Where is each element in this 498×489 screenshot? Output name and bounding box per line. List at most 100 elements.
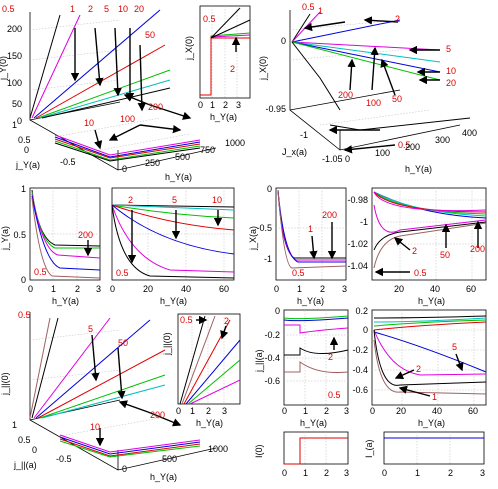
row3-p2-label: 2 <box>416 364 421 374</box>
panel-a-label: 200 <box>148 102 163 112</box>
panelc-inset-label: 2 <box>224 316 229 326</box>
inset-ylabel: j_X(0) <box>184 36 194 61</box>
row2-p1-xlabel: h_Y(a) <box>52 296 79 306</box>
inset-xlabel: h_Y(a) <box>210 112 237 122</box>
panel-b-xlabel: J_x(a) <box>282 147 307 157</box>
row2-p4-xtick: 20 <box>394 284 404 294</box>
panelc-inset-ylabel: j_||(0) <box>162 332 172 356</box>
panel-a-ztick: 50 <box>12 99 22 109</box>
bottom-p1-xtick: 0 <box>282 468 287 478</box>
row2-p1-xtick: 3 <box>96 284 101 294</box>
row3-p1-label: 2 <box>328 352 333 362</box>
row3-p2-ytick: -0.6 <box>352 385 368 395</box>
row2-p4-ytick: -1 <box>360 217 368 227</box>
panel-a-ylabel: h_Y(a) <box>165 172 192 182</box>
panelc-inset-xtick: 3 <box>222 406 227 416</box>
row2-p3-ylabel: j_X(a) <box>248 226 258 251</box>
row2-p4-xlabel: h_Y(a) <box>418 296 445 306</box>
panelc-inset-xlabel: h_Y(a) <box>196 418 223 428</box>
row3-p2-xtick: 40 <box>432 406 442 416</box>
row3-p2-ytick: 0.2 <box>355 306 368 316</box>
panel-a-3d: 200 150 100 50 0 j_Y(0) 0.5 1 2 5 10 20 … <box>0 4 245 182</box>
row3-p1-xtick: 2 <box>324 406 329 416</box>
row2-panel-1: 200 0.5 1 0.5 0 j_Y(a) 0 1 2 3 h_Y(a) <box>0 184 101 306</box>
panel-c-ytick: 500 <box>162 454 177 464</box>
row3-p1-xtick: 3 <box>344 406 349 416</box>
panel-a-label: 20 <box>134 4 144 14</box>
panel-b-ytick: 300 <box>435 135 450 145</box>
panel-b-ylabel: h_Y(a) <box>405 164 432 174</box>
panel-c-xtick: 0.5 <box>18 435 31 445</box>
panel-b-zlabel: j_X(0) <box>258 56 268 81</box>
row2-p4-label: 0.5 <box>414 268 427 278</box>
panel-b-label: 50 <box>392 94 402 104</box>
row2-p3-xtick: 0 <box>274 284 279 294</box>
panel-c-inset: 0.5 2 j_||(0) 0 1 2 3 h_Y(a) <box>162 313 241 428</box>
panel-a-label: 5 <box>104 4 109 14</box>
row2-p4-ytick: -1.04 <box>347 261 368 271</box>
row3-p1-ytick: -0.6 <box>264 376 280 386</box>
panel-a-ytick: 750 <box>200 145 215 155</box>
row3-p2-xtick: 60 <box>468 406 478 416</box>
panel-a-ztick: 200 <box>7 24 22 34</box>
row3-p2-ytick: -0.4 <box>352 365 368 375</box>
row3-p1-label: 0.5 <box>328 390 341 400</box>
row2-p4-label: 2 <box>412 246 417 256</box>
panel-b-label: 20 <box>446 78 456 88</box>
row2-p2-label: 5 <box>172 195 177 205</box>
row2-p3-xtick: 1 <box>297 284 302 294</box>
inset-xtick: 1 <box>210 100 215 110</box>
row2-p3-label: 0.5 <box>292 268 305 278</box>
row2-panel-4: 2 50 200 0.5 -0.98 -1 -1.02 -1.04 20 40 … <box>347 187 487 306</box>
row3-p2-xtick: 0 <box>370 406 375 416</box>
panel-a-label: 10 <box>118 4 128 14</box>
row3-p2-xtick: 20 <box>396 406 406 416</box>
panel-b-label: 100 <box>366 98 381 108</box>
panel-c-xtick: 1 <box>12 420 17 430</box>
bottom-p1-xtick: 3 <box>344 468 349 478</box>
row2-p2-label: 10 <box>212 195 222 205</box>
row2-p1-ylabel: j_Y(a) <box>0 226 10 251</box>
row2-p3-ytick: -0.5 <box>256 223 272 233</box>
panel-a-xtick: 0.5 <box>18 135 31 145</box>
panel-c-label: 0.5 <box>18 310 31 320</box>
panel-c-label: 5 <box>88 324 93 334</box>
panel-a-label: 50 <box>145 30 155 40</box>
row2-p4-ytick: -0.98 <box>347 195 368 205</box>
row2-panel-2: 2 5 10 0.5 0 20 40 60 h_Y(a) <box>110 187 235 306</box>
panel-c-xlabel: j_||(a) <box>13 460 37 470</box>
panel-b-label: 0.5 <box>302 2 315 12</box>
bottom-p2-xtick: 1 <box>415 468 420 478</box>
inset-xtick: 2 <box>223 100 228 110</box>
panel-b-label: 10 <box>446 66 456 76</box>
row3-p2-ytick: 0 <box>363 325 368 335</box>
row2-p4-xtick: 40 <box>430 284 440 294</box>
row2-p4-ytick: -1.02 <box>347 239 368 249</box>
row3-p2-label: 1 <box>432 392 437 402</box>
row2-p3-label: 1 <box>308 224 313 234</box>
bottom-p1-xtick: 1 <box>303 468 308 478</box>
panel-a-xtick: -0.5 <box>60 157 76 167</box>
panel-b-label: 0.5 <box>398 140 411 150</box>
panel-a-xlabel: j_Y(a) <box>15 160 40 170</box>
bottom-p1-xtick: 2 <box>324 468 329 478</box>
row3-p2-ytick: -0.2 <box>352 345 368 355</box>
inset-label: 2 <box>230 64 235 74</box>
row2-p1-xtick: 0 <box>28 284 33 294</box>
row3-p2-label: 5 <box>452 342 457 352</box>
inset-xtick: 0 <box>198 100 203 110</box>
row2-p1-label: 200 <box>78 230 93 240</box>
panel-a-label: 2 <box>88 4 93 14</box>
panel-b-ztick: 0 <box>281 36 286 46</box>
bottom-p2-ylabel: I_(a) <box>364 439 374 458</box>
row2-p2-xtick: 20 <box>143 284 153 294</box>
panel-b-label: 2 <box>395 14 400 24</box>
panel-b-xtick: -1.05 <box>322 154 343 164</box>
panelc-inset-label: 0.5 <box>180 315 193 325</box>
panel-a-ztick: 0 <box>17 116 22 126</box>
panel-b-label: 200 <box>338 90 353 100</box>
row2-p3-xtick: 3 <box>342 284 347 294</box>
row3-p1-ytick: -0.4 <box>264 353 280 363</box>
row2-p1-ytick: 1 <box>21 184 26 194</box>
